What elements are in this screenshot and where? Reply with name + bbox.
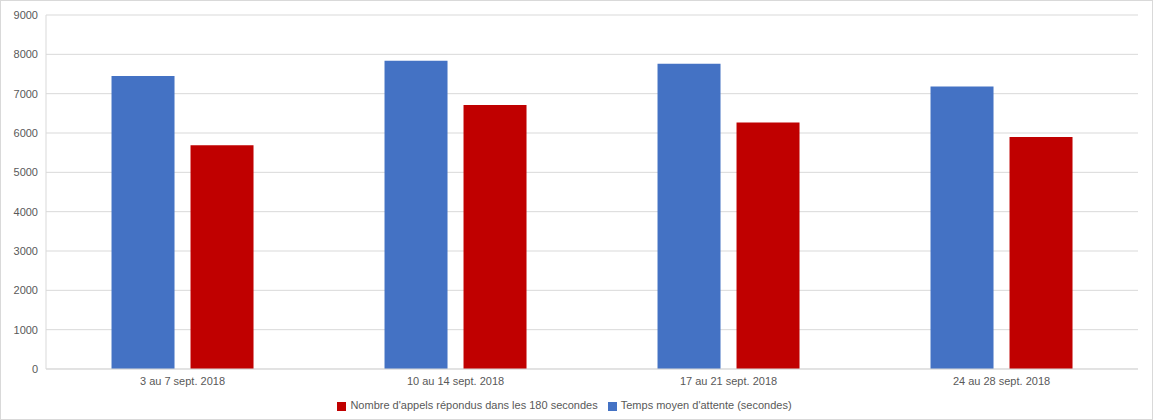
html-text:Nombre d'appels répondus dans: Nombre d'appels répondus dans les 180 se… <box>350 399 598 411</box>
svg-text:9000: 9000 <box>14 9 38 21</box>
svg-text:3 au 7 sept. 2018: 3 au 7 sept. 2018 <box>140 375 225 387</box>
svg-text:1000: 1000 <box>14 324 38 336</box>
svg-text:0: 0 <box>32 363 38 375</box>
svg-text:4000: 4000 <box>14 206 38 218</box>
svg-text:6000: 6000 <box>14 127 38 139</box>
html-text:Temps moyen d'attente (seconde: Temps moyen d'attente (secondes) <box>620 399 792 411</box>
svg-text:2000: 2000 <box>14 284 38 296</box>
svg-text:17 au 21 sept. 2018: 17 au 21 sept. 2018 <box>680 375 777 387</box>
svg-text:5000: 5000 <box>14 166 38 178</box>
svg-text:3000: 3000 <box>14 245 38 257</box>
svg-text:8000: 8000 <box>14 48 38 60</box>
svg-text:7000: 7000 <box>14 88 38 100</box>
svg-text:10 au 14 sept. 2018: 10 au 14 sept. 2018 <box>407 375 504 387</box>
svg-text:24 au 28 sept. 2018: 24 au 28 sept. 2018 <box>953 375 1050 387</box>
